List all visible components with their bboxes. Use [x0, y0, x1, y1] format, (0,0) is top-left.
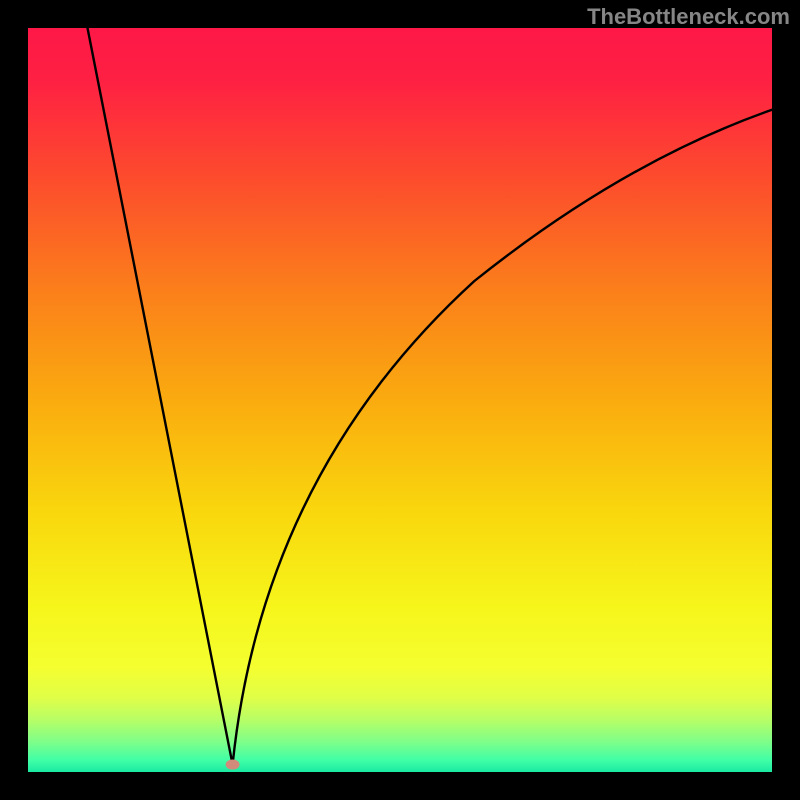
watermark-text: TheBottleneck.com: [587, 4, 790, 30]
bottleneck-chart: [0, 0, 800, 800]
plot-background: [28, 28, 772, 772]
chart-frame: TheBottleneck.com: [0, 0, 800, 800]
optimal-point-marker: [226, 760, 240, 770]
